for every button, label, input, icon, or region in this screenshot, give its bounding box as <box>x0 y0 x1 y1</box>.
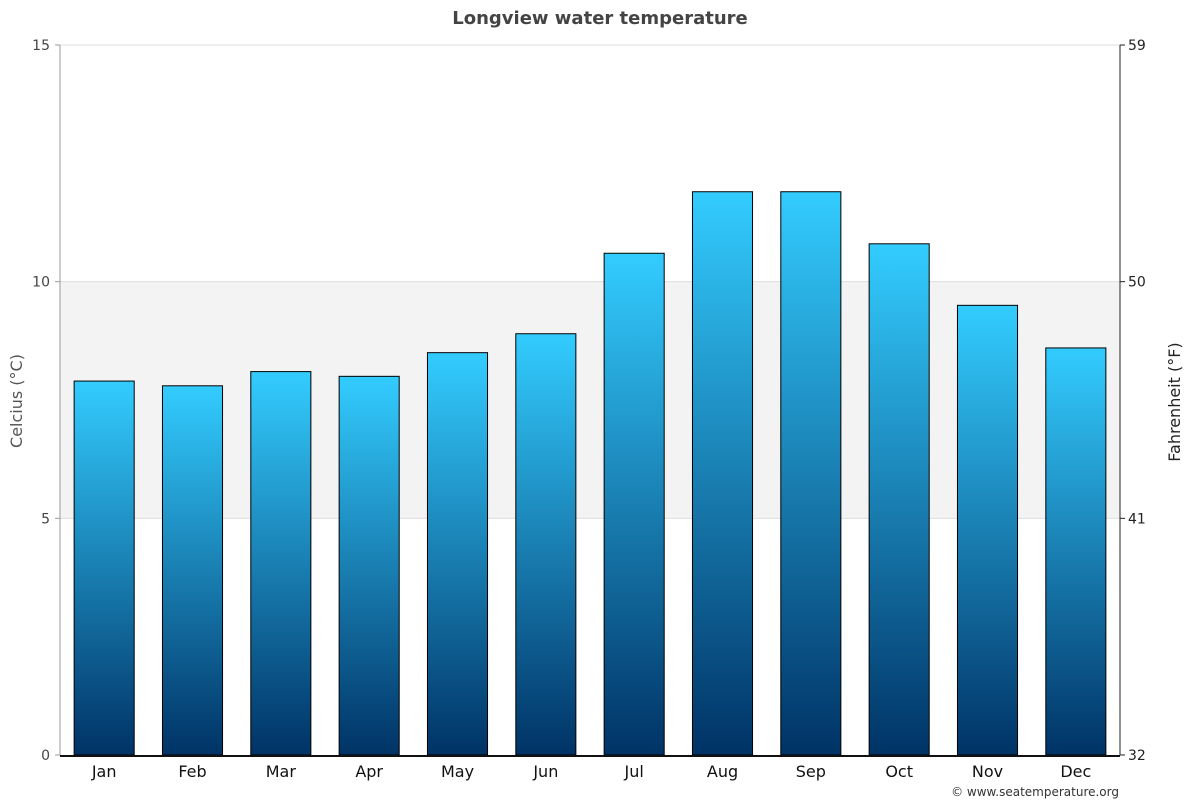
x-tick-label: Dec <box>1060 762 1091 781</box>
x-tick-label: Aug <box>707 762 738 781</box>
bar-jun <box>515 333 577 756</box>
x-tick-label: Jan <box>91 762 117 781</box>
y2-axis-label: Fahrenheit (°F) <box>1165 342 1184 461</box>
gridlines <box>60 44 1120 519</box>
y-tick-label: 0 <box>41 748 50 764</box>
x-tick-label: Mar <box>266 762 297 781</box>
bar-apr <box>338 375 400 756</box>
bar-jul <box>603 252 665 756</box>
bar-mar <box>250 371 312 756</box>
y-tick-label: 15 <box>32 38 50 54</box>
y2-tick-label: 41 <box>1128 511 1146 527</box>
bar-oct <box>868 243 930 756</box>
left-tick-labels: 0 5 10 15 <box>32 38 60 764</box>
credit-text: © www.seatemperature.org <box>951 785 1119 799</box>
bar-aug <box>691 191 754 756</box>
category-labels: Jan Feb Mar Apr May Jun Jul Aug Sep Oct Nov Dec <box>91 762 1091 781</box>
y-axis-label: Celcius (°C) <box>7 354 26 448</box>
y2-tick-label: 59 <box>1128 38 1146 54</box>
x-tick-label: Jul <box>624 762 644 781</box>
bar-feb <box>161 385 224 756</box>
right-tick-labels: 32 41 50 59 <box>1120 38 1146 764</box>
bars <box>73 191 1107 756</box>
x-tick-label: Nov <box>972 762 1003 781</box>
x-tick-label: Oct <box>885 762 913 781</box>
chart-title: Longview water temperature <box>452 8 747 29</box>
x-tick-label: Jun <box>532 762 558 781</box>
highlight-band <box>60 281 1120 519</box>
x-tick-label: Sep <box>796 762 826 781</box>
y2-tick-label: 50 <box>1128 275 1146 291</box>
x-tick-label: Apr <box>355 762 383 781</box>
bar-jan <box>73 380 135 756</box>
bar-nov <box>956 304 1019 756</box>
bar-sep <box>780 191 842 756</box>
y-tick-label: 5 <box>41 511 50 527</box>
bar-dec <box>1045 347 1107 756</box>
x-tick-label: May <box>441 762 474 781</box>
y-tick-label: 10 <box>32 275 50 291</box>
y2-tick-label: 32 <box>1128 748 1146 764</box>
x-tick-label: Feb <box>178 762 206 781</box>
bar-may <box>426 352 489 756</box>
